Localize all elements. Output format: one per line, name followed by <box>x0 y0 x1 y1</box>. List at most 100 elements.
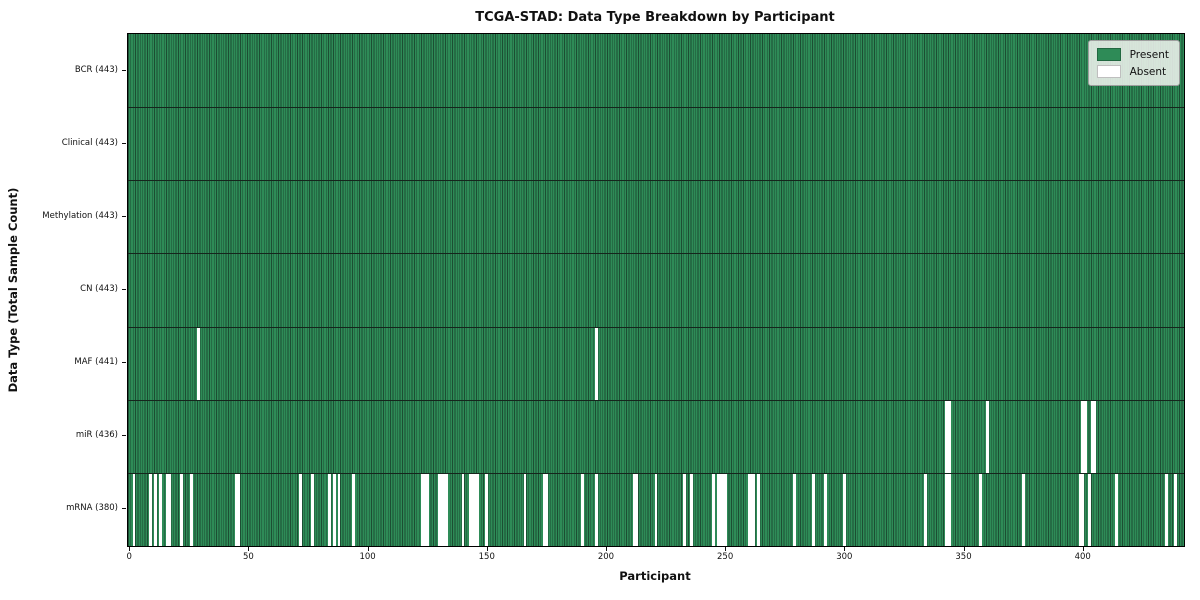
absent-bar <box>328 472 331 546</box>
absent-bar <box>723 472 727 546</box>
x-tick-label: 250 <box>717 552 734 562</box>
x-tick-label: 50 <box>242 552 254 562</box>
absent-bar <box>440 472 443 546</box>
absent-bar <box>437 472 441 546</box>
x-tick-mark <box>248 547 250 551</box>
absent-bar <box>1090 399 1094 473</box>
absent-bar <box>189 472 193 546</box>
row-label-maf: MAF (441) <box>74 357 118 368</box>
y-tick-mark <box>122 142 126 144</box>
absent-bar <box>1081 399 1085 473</box>
absent-bar <box>842 472 846 546</box>
absent-bar <box>595 472 598 546</box>
row-label-bcr: BCR (443) <box>74 64 118 75</box>
absent-bar <box>544 472 548 546</box>
absent-bar <box>749 472 753 546</box>
row-mir <box>128 399 1184 473</box>
row-mrna <box>128 472 1184 546</box>
absent-bar <box>683 472 687 546</box>
legend-item-present: Present <box>1096 46 1169 63</box>
legend-absent-label: Absent <box>1129 65 1167 78</box>
absent-bar <box>792 472 796 546</box>
row-divider <box>128 472 1184 474</box>
x-tick-mark <box>963 547 965 551</box>
x-tick-mark <box>367 547 369 551</box>
absent-bar <box>158 472 162 546</box>
absent-bar <box>1081 472 1085 546</box>
row-cn <box>128 253 1184 326</box>
legend: Present Absent <box>1087 40 1180 86</box>
row-methylation <box>128 180 1184 253</box>
absent-bar <box>468 472 472 546</box>
x-tick-mark <box>1082 547 1084 551</box>
absent-bar <box>633 472 637 546</box>
row-divider <box>128 180 1184 182</box>
row-label-methylation: Methylation (443) <box>42 210 118 221</box>
x-tick-label: 400 <box>1074 552 1091 562</box>
x-tick-mark <box>129 547 131 551</box>
absent-bar <box>235 472 238 546</box>
row-divider <box>128 399 1184 401</box>
absent-bar <box>237 472 241 546</box>
absent-bar <box>711 472 715 546</box>
absent-bar <box>475 472 479 546</box>
absent-bar <box>471 472 474 546</box>
absent-bar <box>523 472 527 546</box>
absent-bar <box>442 472 446 546</box>
absent-bar <box>580 472 584 546</box>
row-bcr <box>128 34 1184 107</box>
absent-bar <box>1078 472 1082 546</box>
absent-bar <box>461 472 465 546</box>
absent-bar <box>947 399 951 473</box>
plot-area: Present Absent <box>127 33 1185 547</box>
chart-title: TCGA-STAD: Data Type Breakdown by Partic… <box>475 10 835 25</box>
absent-bar <box>752 472 756 546</box>
absent-bar <box>945 472 949 546</box>
row-divider <box>128 326 1184 328</box>
row-label-clinical: Clinical (443) <box>61 137 118 148</box>
absent-bar <box>425 472 429 546</box>
absent-bar <box>299 472 303 546</box>
absent-bar <box>180 472 184 546</box>
absent-bar <box>718 472 722 546</box>
absent-bar <box>945 399 949 473</box>
absent-bar <box>1164 472 1168 546</box>
x-tick-mark <box>844 547 846 551</box>
absent-bar <box>716 472 720 546</box>
y-tick-mark <box>122 362 126 364</box>
absent-bar <box>149 472 153 546</box>
legend-item-absent: Absent <box>1096 63 1169 80</box>
absent-bar <box>154 472 157 546</box>
y-tick-mark <box>122 508 126 510</box>
y-tick-mark <box>122 289 126 290</box>
heatmap-rows <box>128 34 1184 546</box>
row-divider <box>128 107 1184 109</box>
x-tick-label: 300 <box>836 552 853 562</box>
row-maf <box>128 326 1184 400</box>
absent-bar <box>823 472 827 546</box>
present-swatch <box>1096 48 1121 61</box>
absent-bar <box>1088 472 1092 546</box>
absent-bar <box>635 472 639 546</box>
absent-bar <box>1114 472 1118 546</box>
absent-bar <box>168 472 172 546</box>
row-label-mrna: mRNA (380) <box>66 503 118 514</box>
legend-present-label: Present <box>1129 48 1169 61</box>
row-label-mir: miR (436) <box>75 430 118 441</box>
absent-bar <box>1021 472 1025 546</box>
x-tick-label: 0 <box>126 552 132 562</box>
x-tick-label: 200 <box>597 552 615 562</box>
row-divider <box>128 253 1184 255</box>
x-tick-label: 150 <box>478 552 495 562</box>
absent-bar <box>132 472 136 546</box>
x-axis-label: Participant <box>619 569 691 583</box>
absent-bar <box>423 472 427 546</box>
y-tick-mark <box>122 435 126 437</box>
absent-bar <box>690 472 694 546</box>
x-tick-mark <box>605 547 607 551</box>
absent-bar <box>721 472 725 546</box>
absent-bar <box>473 472 477 546</box>
absent-swatch <box>1096 65 1121 78</box>
absent-bar <box>747 472 751 546</box>
absent-bar <box>421 472 424 546</box>
